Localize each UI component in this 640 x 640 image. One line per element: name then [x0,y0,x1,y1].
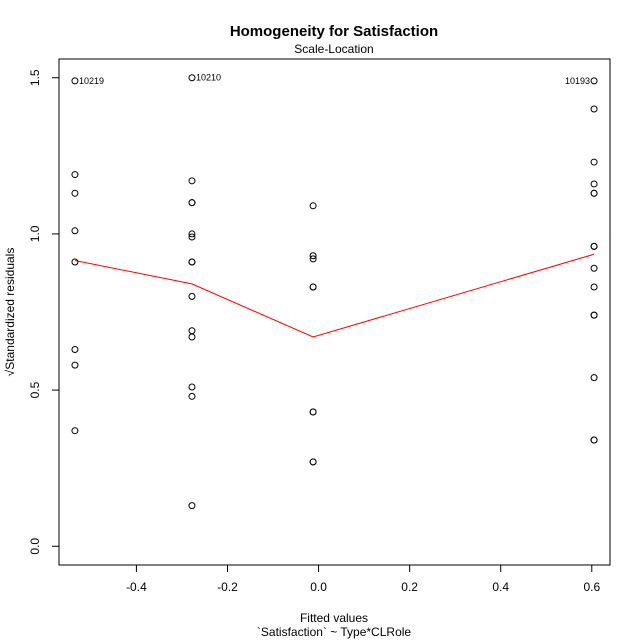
x-axis-sublabel: `Satisfaction` ~ Type*CLRole [257,625,412,639]
y-tick-label: 1.5 [28,69,42,86]
data-point [188,233,196,241]
data-point [188,292,196,300]
data-point [188,177,196,185]
data-point [590,436,598,444]
y-tick-label: 0.0 [28,538,42,555]
x-axis-label: Fitted values [300,611,368,625]
data-point [309,408,317,416]
data-point [188,230,196,238]
y-tick-label: 1.0 [28,225,42,242]
data-point [590,264,598,272]
y-axis: 0.0 0.5 1.0 1.5 [28,69,60,555]
point-id-label: 10210 [196,73,221,83]
x-axis: -0.4 -0.2 0.0 0.2 0.4 0.6 [126,564,600,594]
x-tick-label: 0.4 [492,580,509,594]
data-point [309,255,317,263]
plot-frame [58,58,611,566]
data-point [590,189,598,197]
data-point [71,77,79,85]
data-point [71,227,79,235]
data-point [188,333,196,341]
data-point [71,171,79,179]
data-point [188,258,196,266]
data-point [71,189,79,197]
smoother-line [74,253,595,338]
data-point [71,345,79,353]
data-points [71,74,598,510]
smoother-polyline [74,253,595,338]
point-labels: 10219 10210 10193 [79,73,590,86]
data-point [590,242,598,250]
data-point [590,311,598,319]
data-point [590,374,598,382]
point-id-label: 10219 [79,76,104,86]
data-point [188,327,196,335]
data-point [309,202,317,210]
chart-subtitle: Scale-Location [294,42,373,56]
data-point [590,158,598,166]
data-point [309,283,317,291]
data-point [71,361,79,369]
x-tick-label: -0.2 [217,580,238,594]
y-tick-label: 0.5 [28,381,42,398]
data-point [590,105,598,113]
data-point [188,199,196,207]
data-point [309,458,317,466]
data-point [590,77,598,85]
data-point [188,392,196,400]
data-point [590,180,598,188]
x-tick-label: 0.6 [583,580,600,594]
x-tick-label: 0.0 [310,580,327,594]
data-point [309,252,317,260]
data-point [590,283,598,291]
x-tick-label: -0.4 [126,580,147,594]
chart-title: Homogeneity for Satisfaction [230,23,438,40]
point-id-label: 10193 [565,76,590,86]
data-point [71,427,79,435]
data-point [71,258,79,266]
data-point [188,74,196,82]
x-tick-label: 0.2 [401,580,418,594]
data-point [188,383,196,391]
data-point [188,502,196,510]
y-axis-label: √Standardized residuals [3,248,17,377]
